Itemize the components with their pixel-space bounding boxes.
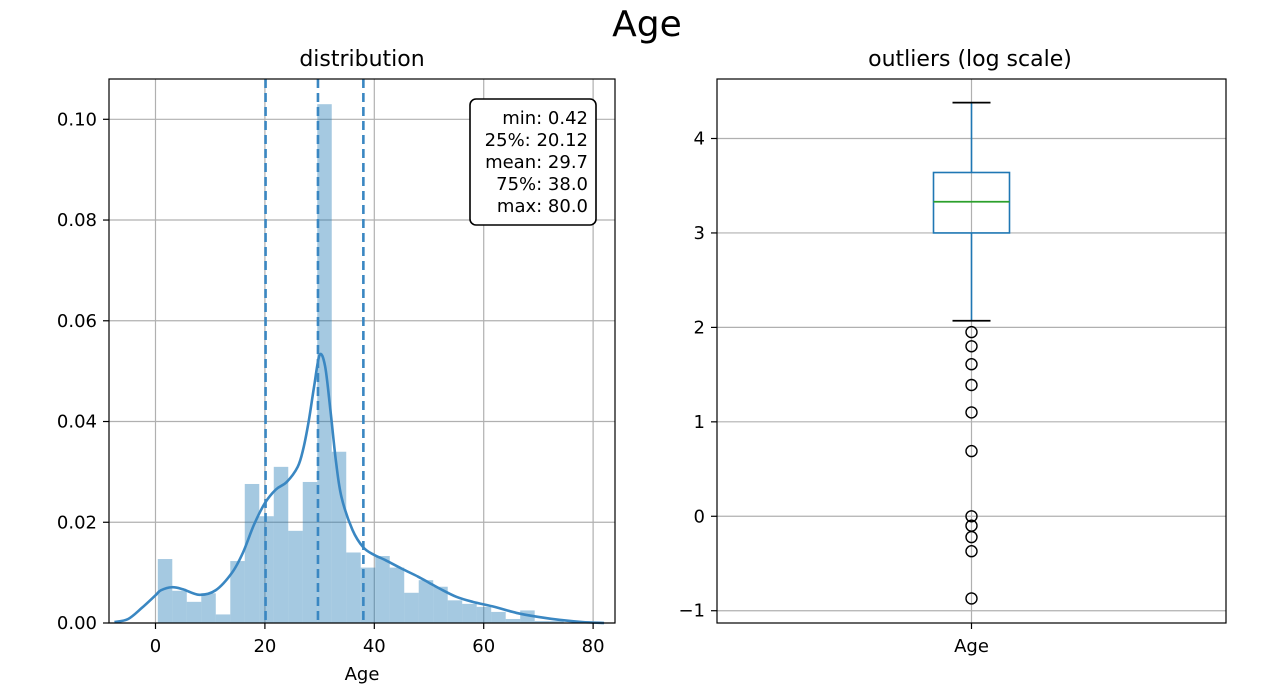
y-tick-label: 0.04 [57,412,97,433]
outliers-grid [717,79,1226,623]
x-tick-label: 20 [253,636,276,657]
kde-line [114,352,605,625]
histogram-bar [404,592,419,623]
x-tick-label: 0 [150,636,161,657]
histogram-bar [491,611,506,623]
y-tick-label: 1 [694,412,705,433]
histogram-bar [215,614,231,623]
histogram-bar [157,559,173,623]
distribution-ticks: 0 20 40 60 80 0.00 0.02 0.04 0.06 0.08 0.10 [57,109,605,657]
histogram-bar [476,606,492,623]
y-tick-label: −1 [678,601,705,622]
histogram-bar [273,466,289,623]
distribution-frame [108,78,616,624]
outlier-point [965,545,978,558]
stat-mean: mean: 29.7 [485,152,588,173]
histogram-bar [230,561,245,623]
stats-box-frame [469,98,597,226]
outlier-point [965,444,978,458]
outlier-point [965,358,978,371]
histogram-bar [433,586,448,623]
y-tick-label: 0.06 [57,311,97,332]
histogram-bar [447,600,463,623]
kde-curve [114,352,605,625]
histogram-bar [331,451,347,623]
histogram-bar [375,556,390,623]
y-tick-label: 0.10 [57,109,97,130]
histogram-bar [360,567,376,623]
histogram-bar [172,590,187,623]
histogram-bar [534,620,550,623]
histogram-bar [288,530,303,623]
histogram-bar [201,593,216,623]
histogram-bar [505,618,521,623]
y-tick-label: 2 [694,317,705,338]
box-iqr [932,171,1011,234]
outlier-point [965,340,978,353]
quantile-lines [264,79,365,623]
histogram-bar [549,620,564,623]
outlier-point [965,325,978,339]
x-tick-label: 80 [582,636,605,657]
histogram-bar [418,580,434,623]
outlier-point [965,406,978,419]
x-tick-label: 40 [363,636,386,657]
outliers-title: outliers (log scale) [868,47,1072,72]
figure-suptitle: Age [612,4,682,45]
outlier-point [965,530,978,544]
histogram-bars [157,104,593,624]
y-tick-label: 0.00 [57,613,97,634]
outlier-point [965,592,978,605]
distribution-title: distribution [299,47,424,72]
y-tick-label: 3 [694,223,705,244]
distribution-xlabel: Age [345,664,380,685]
y-tick-label: 0 [694,506,705,527]
histogram-bar [462,603,477,623]
stat-q3: 75%: 38.0 [496,174,588,195]
stat-q1: 25%: 20.12 [485,130,588,151]
boxplot-outliers [965,325,978,605]
y-tick-label: 4 [694,129,705,150]
stat-min: min: 0.42 [502,108,588,129]
outliers-ticks: −1 0 1 2 3 4 Age [678,129,988,658]
x-tick-label: 60 [472,636,495,657]
histogram-bar [302,481,318,623]
histogram-bar [186,601,202,623]
x-tick-label: Age [954,636,989,657]
y-tick-label: 0.02 [57,512,97,533]
boxplot [932,101,1011,322]
stat-max: max: 80.0 [497,196,588,217]
histogram-bar [389,567,405,623]
outlier-point [965,510,978,523]
outliers-axes: outliers (log scale) −1 0 1 2 3 4 Age [678,47,1227,658]
distribution-axes: distribution 0 20 40 60 80 0.00 0.02 0.04 0.06 0.… [57,47,616,685]
histogram-bar [346,552,361,623]
y-tick-label: 0.08 [57,210,97,231]
outlier-point [965,378,978,392]
histogram-bar [244,483,260,623]
stats-box: min: 0.42 25%: 20.12 mean: 29.7 75%: 38.… [469,98,597,226]
